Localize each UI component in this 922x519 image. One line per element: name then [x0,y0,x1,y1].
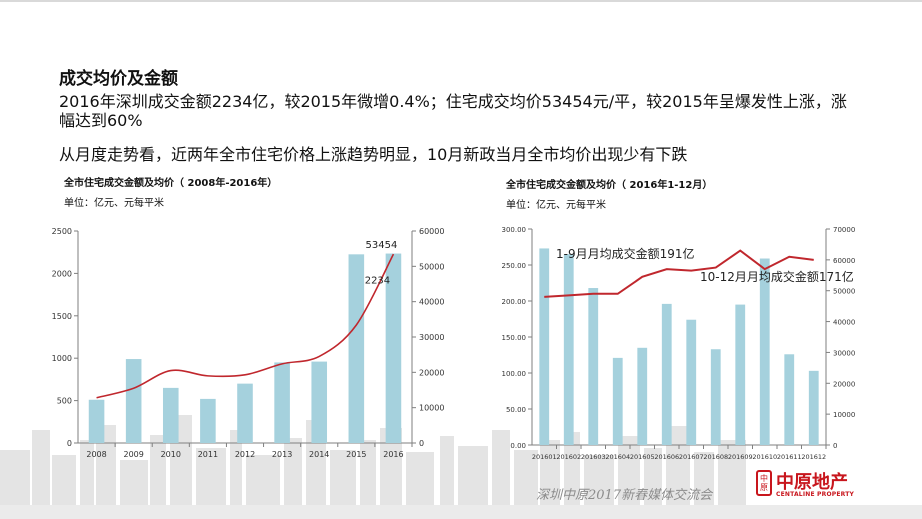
logo-en-text: CENTALINE PROPERTY [776,491,855,498]
chart-2-bar [563,254,574,445]
summary-line-1: 2016年深圳成交金额2234亿，较2015年微增0.4%；住宅成交均价5345… [59,92,847,130]
chart-2-annotation-jan-sep: 1-9月月均成交金额191亿 [556,246,695,261]
chart-2-right-tick-label: 20000 [833,380,855,388]
chart-1-bar [348,254,365,443]
chart-1-category-label: 2015 [346,450,366,459]
logo-mark-icon: 中原 [756,470,772,496]
chart-2-bar [710,349,721,445]
chart-2-category-label: 201610 [752,453,777,461]
chart-2-bar [661,303,672,445]
top-rule [0,0,922,2]
chart-2-bar [784,354,795,445]
chart-2-bar [539,248,550,445]
chart-2-right-tick-label: 0 [833,442,837,450]
chart-1-right-tick-label: 50000 [419,262,444,271]
chart-1-left-tick-label: 2500 [52,227,72,236]
page-title: 成交均价及金额 [59,69,178,89]
chart-2-bar [588,288,599,445]
chart-2-annotation-oct-dec: 10-12月月均成交金额171亿 [700,269,854,284]
chart-1-bar [311,361,328,443]
logo-cn-text: 中原地产 [776,472,848,493]
chart-2-left-tick-label: 200.00 [502,298,527,306]
chart-2-category-label: 201605 [630,453,655,461]
chart-2-category-label: 201606 [654,453,679,461]
chart-1-right-tick-label: 20000 [419,368,444,377]
chart-1-category-label: 2012 [235,450,255,459]
chart-2-category-label: 201601 [532,453,557,461]
chart-2-category-label: 201608 [703,453,728,461]
chart-1-category-label: 2016 [383,450,403,459]
chart-2-right-tick-label: 70000 [833,226,855,234]
chart-1-category-label: 2010 [161,450,181,459]
chart-1-right-tick-label: 30000 [419,333,444,342]
chart-2-left-tick-label: 0.00 [510,442,526,450]
chart-2-category-label: 201611 [777,453,802,461]
chart-1-title: 全市住宅成交金额及均价（ 2008年-2016年） [64,178,278,189]
chart-2-bar [637,347,648,445]
chart-1-category-label: 2008 [86,450,106,459]
chart-2-left-tick-label: 300.00 [502,226,527,234]
chart-1-right-tick-label: 10000 [419,404,444,413]
chart-2-right-tick-label: 10000 [833,411,855,419]
chart-1-category-label: 2009 [123,450,143,459]
centaline-logo: 中原 中原地产 CENTALINE PROPERTY [756,470,856,504]
chart-1-price-data-label: 53454 [366,240,398,251]
chart-1-category-label: 2013 [272,450,292,459]
summary-line-2: 从月度走势看，近两年全市住宅价格上涨趋势明显，10月新政当月全市均价出现少有下跌 [59,145,688,164]
chart-2-category-label: 201612 [801,453,826,461]
chart-2-category-label: 201602 [556,453,581,461]
chart-2-bar [808,370,819,445]
chart-2-left-tick-label: 50.00 [506,406,526,414]
chart-2-left-tick-label: 100.00 [502,370,527,378]
chart-2-unit: 单位：亿元、元每平米 [506,200,606,211]
chart-1-category-label: 2014 [309,450,329,459]
chart-1-left-tick-label: 1000 [52,354,72,363]
chart-1-left-tick-label: 0 [67,439,72,448]
chart-1-left-tick-label: 1500 [52,312,72,321]
chart-2-right-tick-label: 50000 [833,288,855,296]
chart-1-unit: 单位：亿元、元每平米 [64,198,164,209]
chart-2-right-tick-label: 30000 [833,349,855,357]
chart-2-bar [735,304,746,445]
chart-1-bar [385,253,402,443]
chart-1-left-tick-label: 2000 [52,269,72,278]
chart-1-bar [274,362,290,443]
chart-2-bar [612,357,623,445]
chart-1-category-label: 2011 [198,450,218,459]
chart-2-price-line [544,249,814,298]
chart-2-category-label: 201603 [581,453,606,461]
chart-2-left-tick-label: 250.00 [502,262,527,270]
event-footer-text: 深圳中原2017新春媒体交流会 [536,488,713,503]
chart-2-right-tick-label: 40000 [833,319,855,327]
chart-2-bar [686,319,697,445]
chart-2-category-label: 201607 [679,453,704,461]
chart-2-right-tick-label: 60000 [833,257,855,265]
chart-1-bar [200,398,216,443]
chart-1-bar [237,383,253,443]
chart-2-category-label: 201604 [605,453,630,461]
chart-2-bar [759,258,770,445]
chart-1-bar [125,359,142,443]
chart-1-price-line [96,253,395,399]
chart-2-category-label: 201609 [728,453,753,461]
chart-2-title: 全市住宅成交金额及均价（ 2016年1-12月） [506,180,713,191]
chart-1-right-tick-label: 0 [419,439,424,448]
chart-1-bar [88,399,105,443]
chart-1-amount-data-label: 2234 [365,276,390,287]
chart-2-left-tick-label: 150.00 [502,334,527,342]
chart-1-right-tick-label: 60000 [419,227,444,236]
chart-1-bar [162,387,179,443]
chart-1-left-tick-label: 500 [57,397,72,406]
chart-1-right-tick-label: 40000 [419,298,444,307]
